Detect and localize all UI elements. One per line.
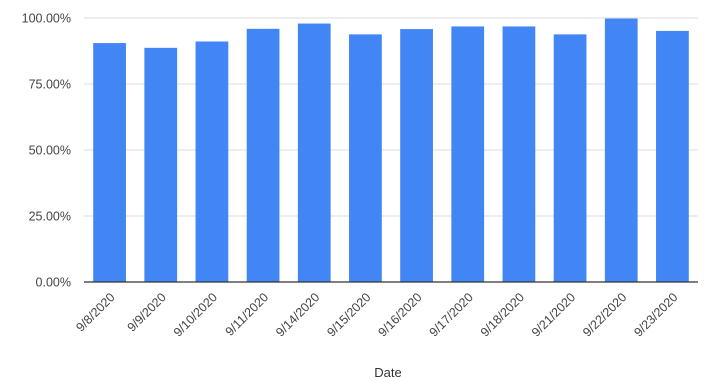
bar xyxy=(246,28,280,282)
x-tick-label: 9/22/2020 xyxy=(580,290,629,339)
x-axis-tick-labels: 9/8/2020 9/9/2020 9/10/2020 9/11/2020 9/14/2… xyxy=(73,290,680,339)
x-tick-label: 9/18/2020 xyxy=(478,290,527,339)
y-tick-label: 100.00% xyxy=(22,12,71,26)
bar xyxy=(502,26,536,283)
x-tick-label: 9/11/2020 xyxy=(223,290,272,339)
gridlines xyxy=(84,17,698,217)
bar xyxy=(93,43,126,282)
x-tick-label: 9/8/2020 xyxy=(73,290,117,334)
x-tick-label: 9/23/2020 xyxy=(631,290,680,339)
x-tick-label: 9/15/2020 xyxy=(324,290,373,339)
y-axis-tick-labels: 0.00% 25.00% 50.00% 75.00% 100.00% xyxy=(22,12,71,290)
y-tick-label: 50.00% xyxy=(29,144,71,158)
y-tick-label: 25.00% xyxy=(29,210,71,224)
x-tick-label: 9/10/2020 xyxy=(171,290,220,339)
bar xyxy=(400,29,433,283)
x-axis-label: Date xyxy=(374,365,401,380)
bar xyxy=(144,47,178,282)
bar xyxy=(451,26,485,283)
bar xyxy=(349,34,382,283)
x-tick-label: 9/14/2020 xyxy=(273,290,322,339)
bar xyxy=(297,23,331,282)
x-tick-label: 9/21/2020 xyxy=(529,290,578,339)
x-tick-label: 9/16/2020 xyxy=(375,290,424,339)
y-tick-label: 0.00% xyxy=(36,276,71,290)
bar xyxy=(553,34,587,283)
x-tick-label: 9/17/2020 xyxy=(427,290,476,339)
x-tick-label: 9/9/2020 xyxy=(125,290,169,334)
bar xyxy=(195,41,229,282)
bar xyxy=(656,30,689,282)
y-tick-label: 75.00% xyxy=(29,78,71,92)
bars xyxy=(93,18,689,283)
bar xyxy=(604,18,638,282)
